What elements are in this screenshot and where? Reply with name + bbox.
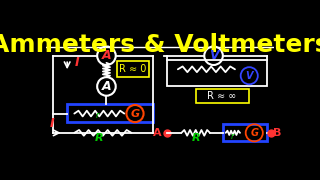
Bar — [67, 104, 153, 122]
Text: R: R — [95, 133, 104, 143]
Text: V: V — [209, 49, 218, 62]
Text: I: I — [49, 117, 54, 130]
Text: A: A — [102, 80, 111, 93]
Text: r: r — [95, 111, 99, 120]
Text: Ammeters & Voltmeters: Ammeters & Voltmeters — [0, 33, 320, 57]
Text: I: I — [74, 57, 79, 69]
Bar — [167, 60, 267, 86]
Bar — [117, 61, 149, 77]
Bar — [223, 124, 267, 141]
Text: G: G — [250, 128, 258, 138]
Bar — [196, 89, 249, 103]
Text: A: A — [153, 128, 161, 138]
Text: A: A — [102, 49, 111, 62]
Text: R: R — [191, 133, 200, 143]
Text: B: B — [273, 128, 281, 138]
Text: V: V — [245, 71, 253, 81]
Text: R ≈ ∞: R ≈ ∞ — [207, 91, 237, 101]
Text: r: r — [231, 132, 235, 141]
Text: R ≈ 0: R ≈ 0 — [119, 64, 147, 74]
Text: G: G — [131, 109, 140, 119]
